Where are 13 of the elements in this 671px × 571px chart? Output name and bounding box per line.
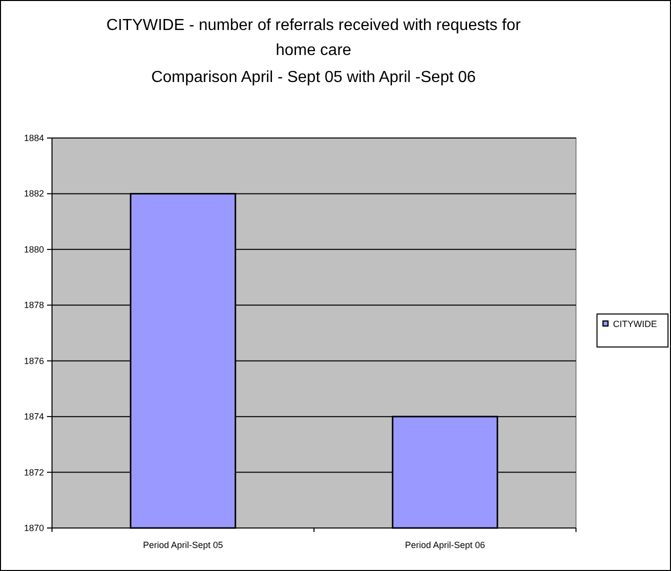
y-tick-label: 1882 — [24, 188, 44, 199]
x-tick-label: Period April-Sept 05 — [142, 540, 224, 550]
y-tick-label: 1876 — [24, 356, 44, 366]
y-tick-label: 1870 — [24, 523, 44, 533]
y-tick-label: 1884 — [24, 133, 44, 143]
y-tick-label: 1872 — [24, 467, 44, 478]
chart-title: CITYWIDE - number of referrals received with requests for home care — [106, 17, 522, 59]
y-tick-label: 1878 — [24, 300, 44, 310]
y-tick-label: 1874 — [24, 412, 44, 422]
legend-label: CITYWIDE — [613, 319, 657, 329]
chart-subtitle: Comparison April - Sept 05 with April -Sept 06 — [151, 69, 476, 86]
x-tick-label: Period April-Sept 06 — [404, 540, 486, 550]
y-tick-label: 1880 — [24, 244, 44, 254]
